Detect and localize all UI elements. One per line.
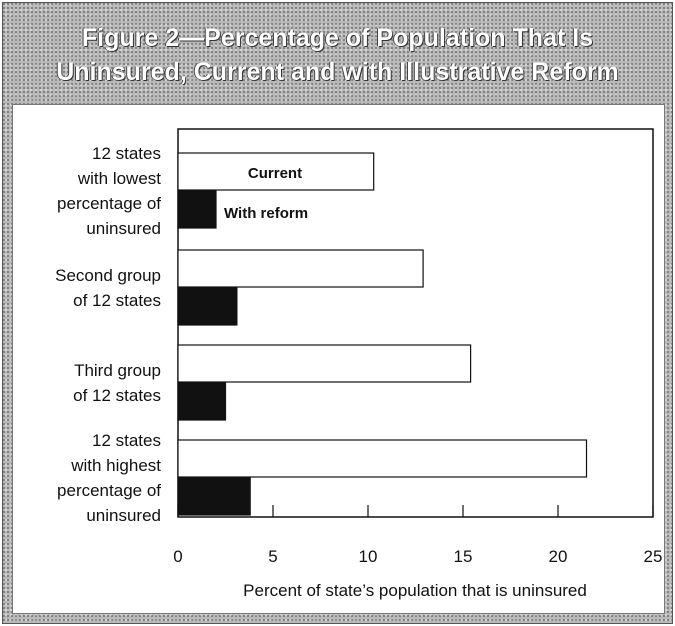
category-label: percentage of [57, 194, 161, 213]
bar-current [177, 152, 375, 191]
bar-with-reform [177, 287, 238, 326]
category-label: with highest [70, 456, 161, 475]
x-tick-label: 15 [454, 547, 473, 566]
category-label: uninsured [86, 219, 161, 238]
bar-with-reform [177, 382, 227, 421]
x-tick-label: 10 [359, 547, 378, 566]
category-label: uninsured [86, 506, 161, 525]
title-line-2: Uninsured, Current and with Illustrative… [56, 58, 619, 86]
category-label: 12 states [92, 431, 161, 450]
category-label: of 12 states [73, 386, 161, 405]
bar-current [177, 344, 472, 383]
legend-with-reform-label: With reform [224, 205, 308, 222]
bar-current [177, 439, 588, 478]
x-tick-label: 5 [268, 547, 277, 566]
category-label: with lowest [77, 169, 161, 188]
x-tick-label: 0 [173, 547, 182, 566]
category-label: 12 states [92, 144, 161, 163]
title-line-1: Figure 2—Percentage of Population That I… [81, 24, 594, 52]
category-label: Second group [55, 266, 161, 285]
legend-current-label: Current [248, 165, 302, 182]
bar-with-reform [177, 190, 217, 229]
category-label: percentage of [57, 481, 161, 500]
category-label: of 12 states [73, 291, 161, 310]
x-axis-title: Percent of state’s population that is un… [243, 581, 587, 600]
bar-current [177, 249, 424, 288]
bar-with-reform [177, 477, 251, 516]
figure-title: Figure 2—Percentage of Population That I… [3, 21, 672, 89]
x-tick-label: 25 [644, 547, 663, 566]
category-label: Third group [74, 361, 161, 380]
x-tick-label: 20 [549, 547, 568, 566]
